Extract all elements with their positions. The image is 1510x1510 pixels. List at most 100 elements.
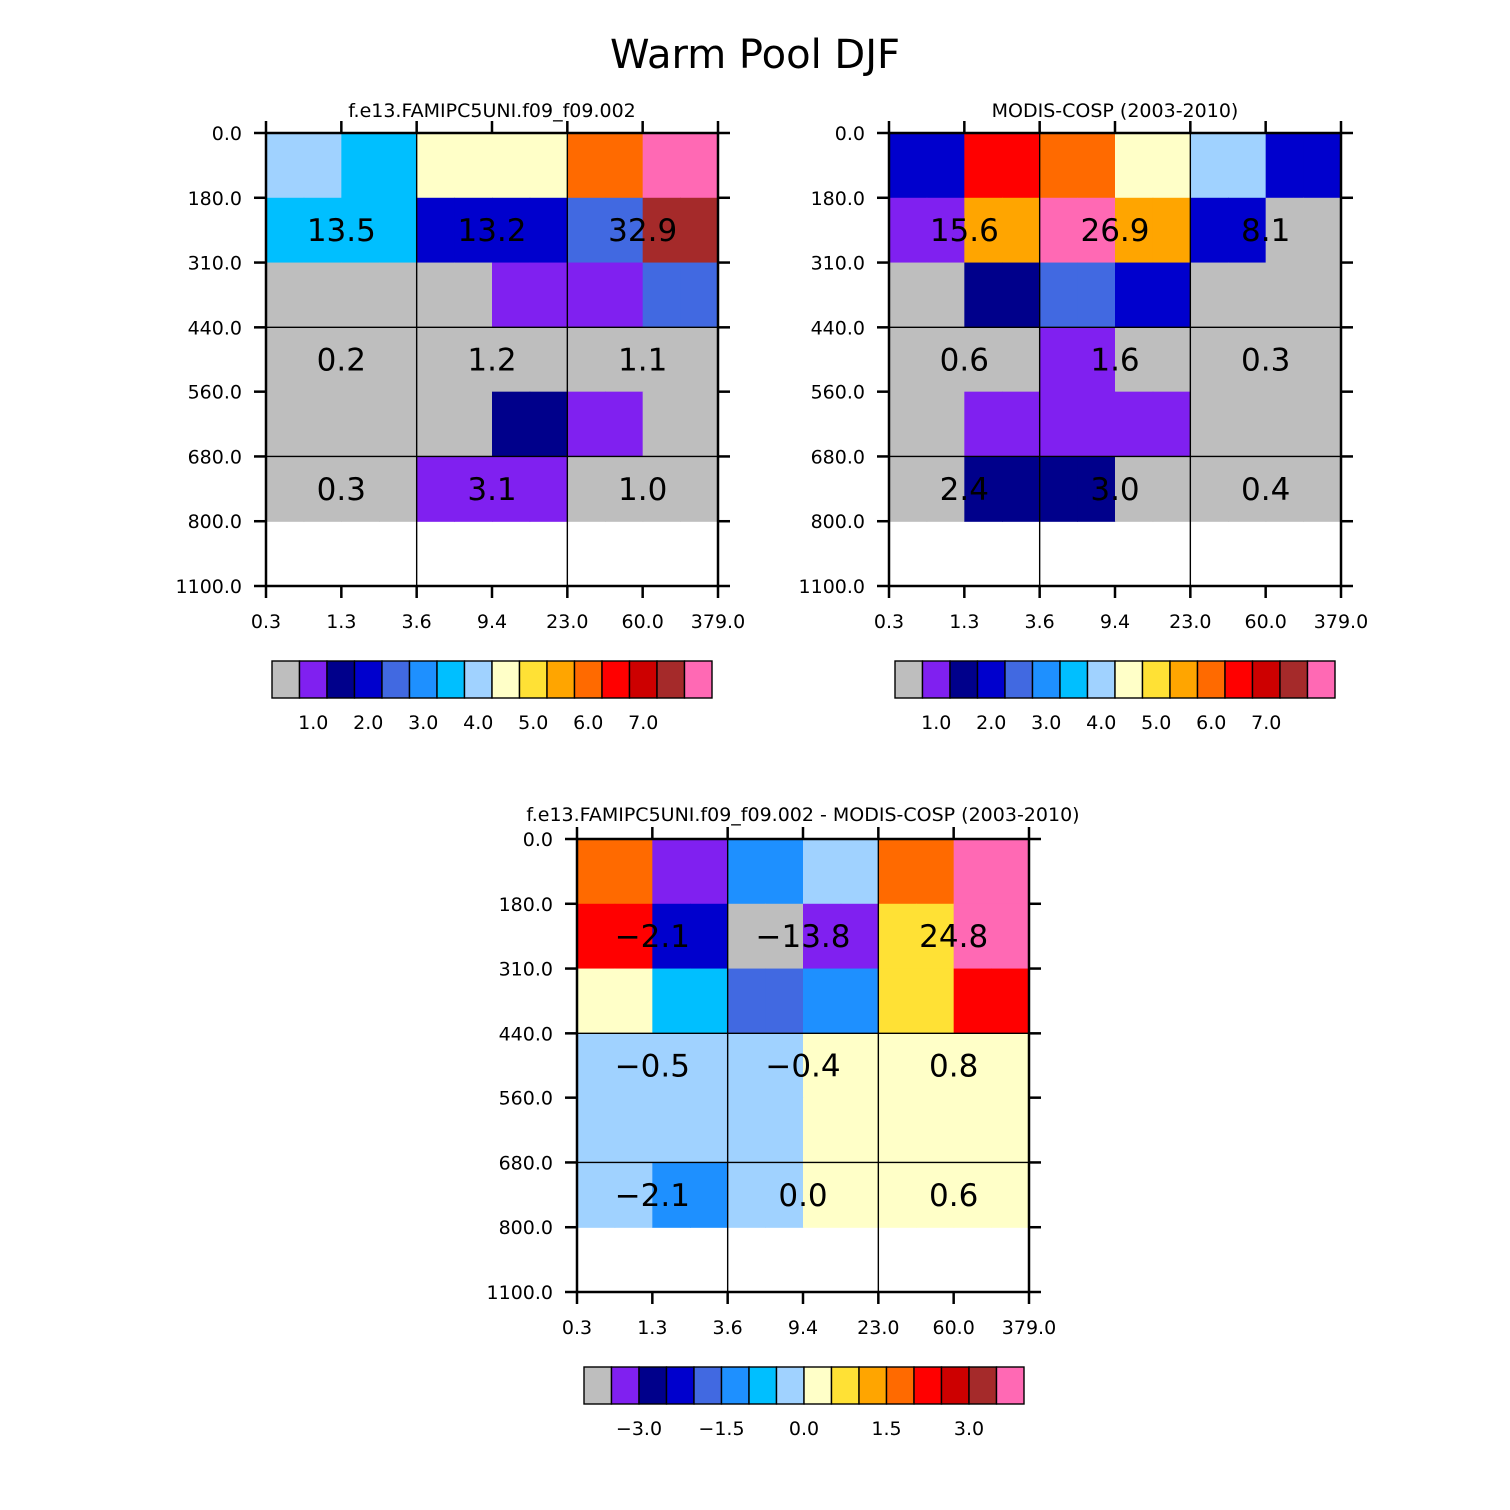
heatmap-cell xyxy=(642,391,681,458)
heatmap-cell xyxy=(567,327,606,393)
heatmap-cell xyxy=(1039,327,1078,393)
heatmap-cell xyxy=(840,968,879,1034)
colorbar-swatch xyxy=(610,1366,640,1405)
x-tick-label: 379.0 xyxy=(1002,1317,1056,1339)
group-value-label: 1.6 xyxy=(1090,343,1139,379)
colorbar-swatch xyxy=(976,660,1006,699)
heatmap-cell xyxy=(1303,456,1342,522)
colorbar-swatch xyxy=(1196,660,1226,699)
heatmap-cell xyxy=(416,262,455,328)
group-value-label: 0.2 xyxy=(317,343,366,379)
heatmap-cell xyxy=(1228,391,1267,458)
heatmap-cell xyxy=(1265,133,1304,199)
heatmap-cell xyxy=(341,456,380,522)
y-tick-label: 800.0 xyxy=(188,511,242,533)
heatmap-cell xyxy=(690,968,729,1034)
heatmap-cell xyxy=(889,456,928,522)
group-value-label: 0.6 xyxy=(940,343,989,379)
colorbar-label: 6.0 xyxy=(1196,712,1226,734)
heatmap-cell xyxy=(889,262,928,328)
group-value-label: −0.5 xyxy=(615,1049,690,1085)
heatmap-cell xyxy=(953,839,992,905)
heatmap-cell xyxy=(1002,327,1041,393)
heatmap-cell xyxy=(1039,456,1078,522)
colorbar-label: 3.0 xyxy=(954,1418,984,1440)
heatmap-cell xyxy=(964,391,1003,458)
heatmap-cell xyxy=(1115,262,1154,328)
heatmap-cell xyxy=(878,1162,917,1228)
heatmap-cell xyxy=(727,968,766,1034)
heatmap-cell xyxy=(1228,327,1267,393)
heatmap-cell xyxy=(652,903,691,970)
heatmap-cell xyxy=(1152,133,1191,199)
heatmap-cell xyxy=(303,391,342,458)
group-value-label: 0.6 xyxy=(929,1178,978,1214)
heatmap-cell xyxy=(1303,197,1342,264)
heatmap-cell xyxy=(1228,197,1267,264)
y-tick-label: 180.0 xyxy=(811,188,865,210)
heatmap-cell xyxy=(916,1162,955,1228)
colorbar-swatch xyxy=(1059,660,1089,699)
heatmap-cell xyxy=(1190,456,1229,522)
group-value-label: −13.8 xyxy=(756,919,851,955)
panel-title: f.e13.FAMIPC5UNI.f09_f09.002 xyxy=(348,100,636,122)
heatmap-cell xyxy=(765,903,804,970)
colorbar-swatch xyxy=(656,660,686,699)
heatmap-cell xyxy=(642,327,681,393)
colorbar-label: 1.0 xyxy=(921,712,951,734)
heatmap-cell xyxy=(567,133,606,199)
heatmap-cell xyxy=(605,391,644,458)
colorbar-swatch xyxy=(913,1366,943,1405)
heatmap-cell xyxy=(840,1033,879,1099)
heatmap-cell xyxy=(1115,456,1154,522)
heatmap-cell xyxy=(1190,327,1229,393)
colorbar-swatch xyxy=(601,660,631,699)
heatmap-cell xyxy=(1265,327,1304,393)
heatmap-cell xyxy=(1303,391,1342,458)
colorbar-swatch xyxy=(830,1366,860,1405)
heatmap-cell xyxy=(454,456,493,522)
group-value-label: 0.4 xyxy=(1241,472,1290,508)
colorbar-swatch xyxy=(1086,660,1116,699)
colorbar-swatch xyxy=(271,660,301,699)
heatmap-cell xyxy=(416,327,455,393)
colorbar-swatch xyxy=(1031,660,1061,699)
heatmap-cell xyxy=(1077,133,1116,199)
heatmap-cell xyxy=(964,327,1003,393)
colorbar-swatch xyxy=(693,1366,723,1405)
panels: f.e13.FAMIPC5UNI.f09_f09.002 13.5 13.2 32.9… xyxy=(176,100,1369,1440)
heatmap-cell xyxy=(1115,133,1154,199)
colorbar-swatch xyxy=(1224,660,1254,699)
heatmap-cell xyxy=(379,262,418,328)
colorbar-swatch xyxy=(1004,660,1034,699)
colorbar-swatch xyxy=(353,660,383,699)
heatmap-cells xyxy=(577,839,1030,1228)
y-tick-label: 560.0 xyxy=(188,382,242,404)
heatmap-cell xyxy=(953,903,992,970)
colorbar-swatch xyxy=(518,660,548,699)
heatmap-cell xyxy=(303,197,342,264)
colorbar-swatch xyxy=(638,1366,668,1405)
heatmap-cell xyxy=(1039,133,1078,199)
heatmap-cell xyxy=(1265,262,1304,328)
heatmap-cell xyxy=(727,1162,766,1228)
heatmap-cell xyxy=(690,1097,729,1164)
heatmap-cell xyxy=(926,327,965,393)
heatmap-cell xyxy=(341,327,380,393)
heatmap-cell xyxy=(614,1033,653,1099)
heatmap-cell xyxy=(690,839,729,905)
heatmap-cell xyxy=(840,1162,879,1228)
heatmap-cell xyxy=(454,133,493,199)
heatmap-cell xyxy=(614,968,653,1034)
heatmap-cell xyxy=(614,903,653,970)
x-tick-label: 3.6 xyxy=(1025,611,1055,633)
y-tick-label: 800.0 xyxy=(499,1217,553,1239)
heatmap-cell xyxy=(492,456,531,522)
heatmap-cell xyxy=(926,197,965,264)
heatmap-cell xyxy=(991,903,1030,970)
heatmap-cell xyxy=(765,839,804,905)
heatmap-cell xyxy=(803,968,842,1034)
colorbar-swatch xyxy=(968,1366,998,1405)
heatmap-cell xyxy=(1077,197,1116,264)
heatmap-cell xyxy=(303,133,342,199)
